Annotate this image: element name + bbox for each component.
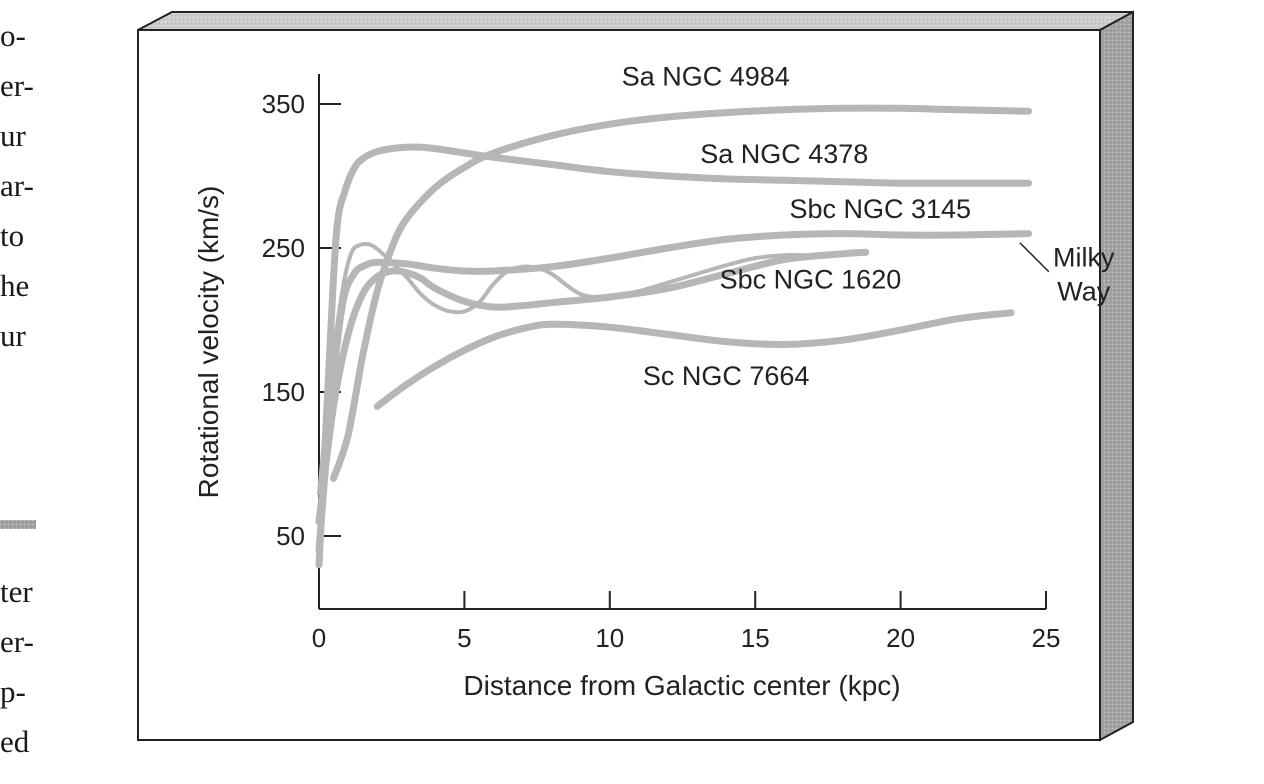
y-tick-label: 350 <box>262 89 305 119</box>
series-label-line: Way <box>1057 277 1110 307</box>
side-text-line: ter <box>0 574 33 609</box>
series-line-sc-ngc-7664 <box>373 309 1015 410</box>
side-text-line: ur <box>0 118 27 153</box>
series-label-sa-ngc-4378: Sa NGC 4378 <box>700 139 868 169</box>
frame-top-bevel <box>137 11 1134 31</box>
series-label-line: Milky <box>1053 243 1115 273</box>
side-text-lower: ter er- p- ed <box>0 574 34 759</box>
series-line-sbc-ngc-1620 <box>315 248 870 526</box>
side-text-line: ed <box>0 724 30 759</box>
x-tick-label: 0 <box>312 623 326 653</box>
series-curves <box>315 104 1033 569</box>
side-text-line: ur <box>0 318 27 353</box>
series-label-sa-ngc-4984: Sa NGC 4984 <box>622 61 790 91</box>
y-tick-label: 150 <box>262 377 305 407</box>
x-tick-label: 10 <box>595 623 624 653</box>
x-tick-label: 20 <box>886 623 915 653</box>
side-text-line: to <box>0 218 24 253</box>
frame-side-bevel <box>1099 10 1134 742</box>
series-line-sa-ngc-4984 <box>330 104 1033 482</box>
series-label-milky-way: Milky Way <box>1053 243 1115 307</box>
y-axis-title: Rotational velocity (km/s) <box>193 186 224 499</box>
side-text-line: er- <box>0 624 34 659</box>
side-text-line: p- <box>0 674 26 709</box>
x-axis-title: Distance from Galactic center (kpc) <box>463 670 900 701</box>
x-tick-label: 15 <box>741 623 770 653</box>
chart-panel <box>137 29 1101 741</box>
series-line-milky-way <box>317 241 868 495</box>
milky-way-leader-line <box>1019 242 1050 273</box>
side-text-upper: o- er- ur ar- to he ur <box>0 18 34 353</box>
x-ticks: 0 5 10 15 20 25 <box>312 591 1061 653</box>
series-labels: Sa NGC 4984 Sa NGC 4378 Sbc NGC 3145 Sbc NG… <box>622 61 1115 391</box>
series-line-sbc-ngc-3145 <box>315 230 1033 554</box>
section-rule <box>0 520 36 529</box>
series-line-sa-ngc-4378 <box>315 143 1033 569</box>
y-ticks: 50 150 250 350 <box>262 89 341 551</box>
side-text-line: ar- <box>0 168 34 203</box>
x-tick-label: 5 <box>457 623 471 653</box>
side-text-line: er- <box>0 68 34 103</box>
series-label-sc-ngc-7664: Sc NGC 7664 <box>643 361 810 391</box>
side-text-line: o- <box>0 18 26 53</box>
series-label-sbc-ngc-1620: Sbc NGC 1620 <box>720 264 902 294</box>
series-label-sbc-ngc-3145: Sbc NGC 3145 <box>789 194 971 224</box>
y-tick-label: 50 <box>276 521 305 551</box>
y-tick-label: 250 <box>262 233 305 263</box>
x-tick-label: 25 <box>1032 623 1061 653</box>
side-text-line: he <box>0 268 29 303</box>
